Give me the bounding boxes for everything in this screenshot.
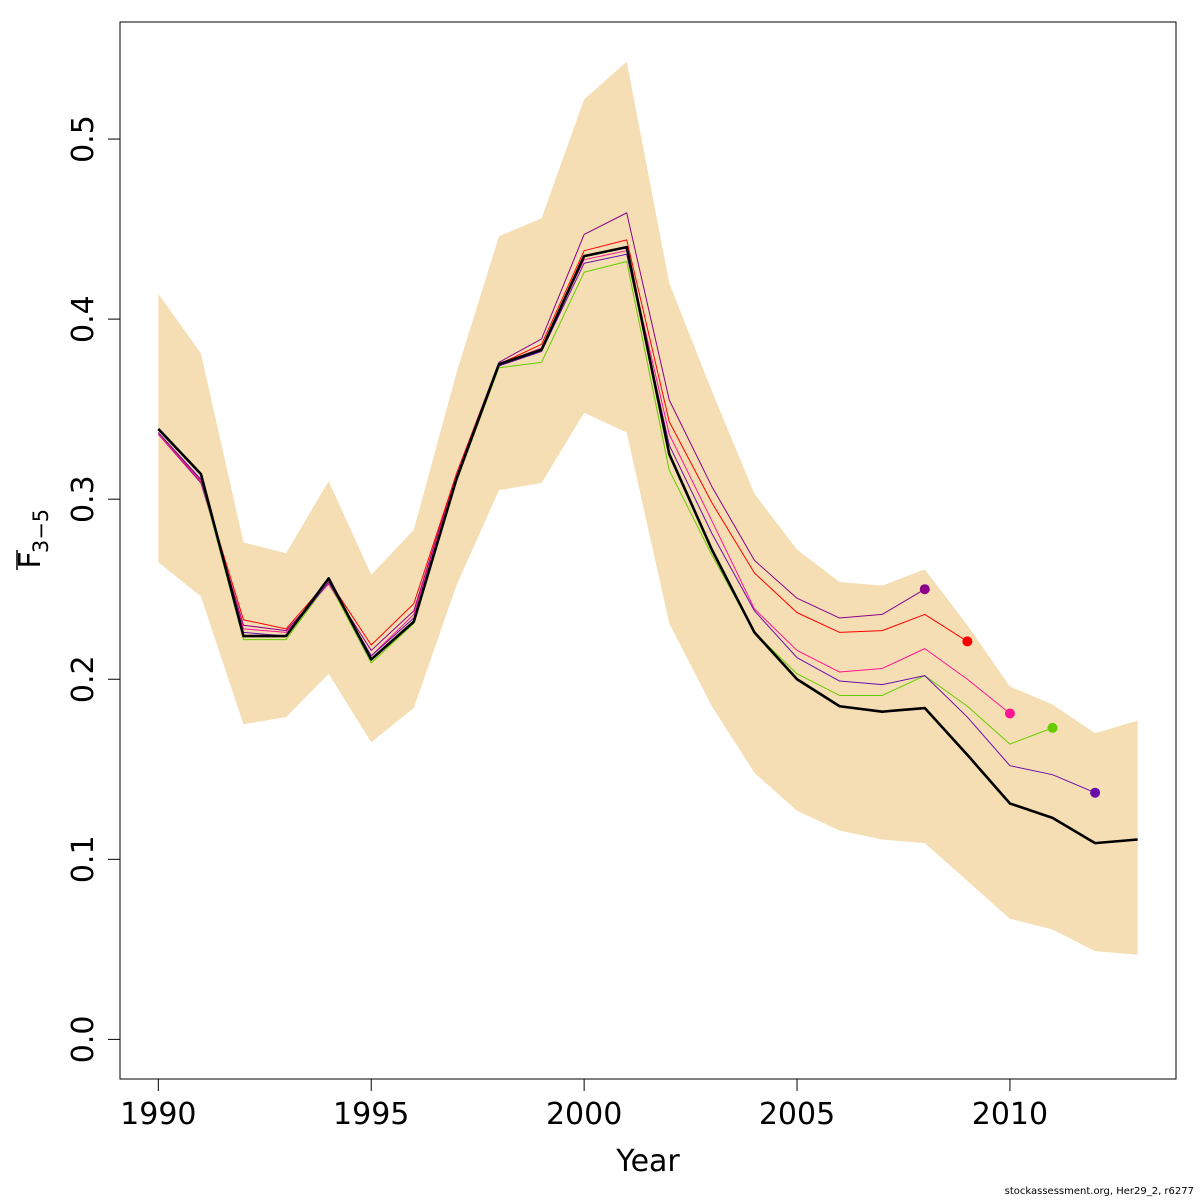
x-tick-label: 1995: [333, 1097, 409, 1132]
footer-text: stockassessment.org, Her29_2, r6277: [1004, 1186, 1194, 1197]
y-tick-label: 0.2: [66, 655, 101, 703]
series-line-6: [157, 245, 1138, 845]
y-axis-title-subscript: 3−5: [29, 509, 53, 553]
y-tick-label: 0.4: [66, 295, 101, 343]
x-axis: 1990 1995 2000 2005 2010: [120, 1078, 1048, 1132]
series-line-1: [157, 212, 926, 651]
x-tick-label: 2005: [759, 1097, 835, 1132]
confidence-band: [158, 61, 1138, 955]
marker-layer: [919, 584, 1101, 798]
x-tick-label: 1990: [120, 1097, 196, 1132]
series-line-5: [157, 253, 1096, 794]
x-tick-label: 2010: [972, 1097, 1048, 1132]
series-end-point-3: [1004, 708, 1015, 719]
y-tick-label: 0.3: [66, 475, 101, 523]
series-line-2: [157, 239, 968, 646]
series-end-point-1: [919, 584, 930, 595]
y-tick-label: 0.1: [66, 835, 101, 883]
series-end-point-5: [1090, 787, 1101, 798]
series-layer: [157, 212, 1138, 845]
series-end-point-2: [962, 636, 973, 647]
y-axis-title: F 3−5: [13, 509, 53, 570]
y-axis: 0.0 0.1 0.2 0.3 0.4 0.5: [66, 115, 121, 1064]
x-tick-label: 2000: [546, 1097, 622, 1132]
x-axis-title: Year: [615, 1144, 680, 1179]
y-tick-label: 0.5: [66, 115, 101, 163]
y-tick-label: 0.0: [66, 1016, 101, 1064]
y-axis-title-base: F: [13, 551, 48, 568]
series-line-4: [157, 260, 1053, 745]
series-end-point-4: [1047, 722, 1058, 733]
confidence-band-layer: [158, 61, 1138, 955]
